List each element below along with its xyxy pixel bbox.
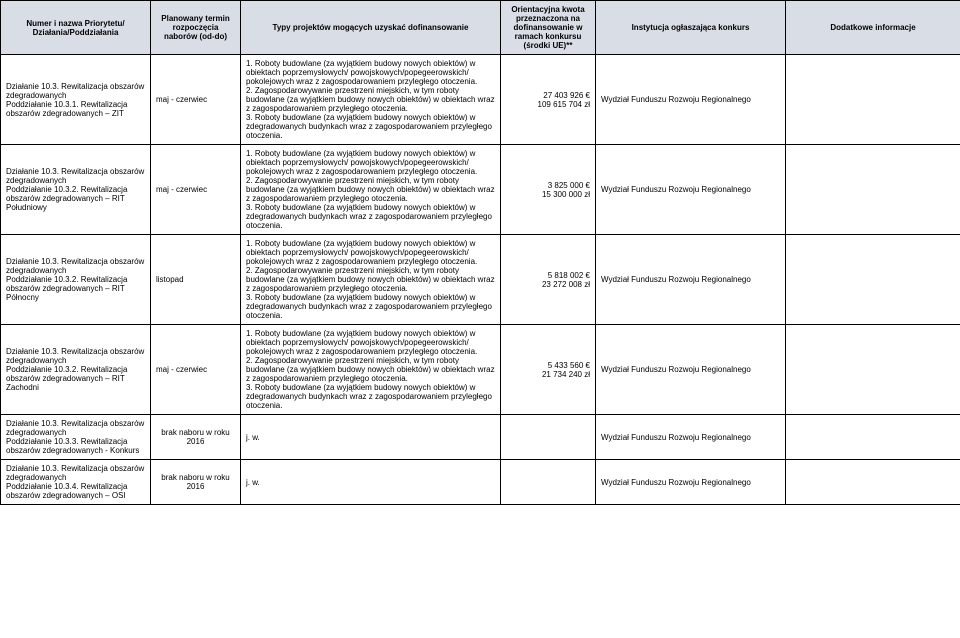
cell-inst: Wydział Funduszu Rozwoju Regionalnego: [596, 235, 786, 325]
cell-name: Działanie 10.3. Rewitalizacja obszarów z…: [1, 460, 151, 505]
cell-info: [786, 55, 960, 145]
header-typy: Typy projektów mogących uzyskać dofinans…: [241, 1, 501, 55]
cell-typy: 1. Roboty budowlane (za wyjątkiem budowy…: [241, 145, 501, 235]
cell-typy: j. w.: [241, 415, 501, 460]
cell-name: Działanie 10.3. Rewitalizacja obszarów z…: [1, 145, 151, 235]
cell-kwota: 27 403 926 € 109 615 704 zł: [501, 55, 596, 145]
cell-info: [786, 325, 960, 415]
cell-kwota: [501, 460, 596, 505]
cell-kwota: 3 825 000 € 15 300 000 zł: [501, 145, 596, 235]
header-kwota: Orientacyjna kwota przeznaczona na dofin…: [501, 1, 596, 55]
cell-term: listopad: [151, 235, 241, 325]
header-row: Numer i nazwa Priorytetu/ Działania/Podd…: [1, 1, 960, 55]
cell-inst: Wydział Funduszu Rozwoju Regionalnego: [596, 460, 786, 505]
cell-term: brak naboru w roku 2016: [151, 415, 241, 460]
cell-typy: 1. Roboty budowlane (za wyjątkiem budowy…: [241, 235, 501, 325]
cell-kwota: 5 433 560 € 21 734 240 zł: [501, 325, 596, 415]
cell-info: [786, 460, 960, 505]
cell-term: maj - czerwiec: [151, 55, 241, 145]
cell-name: Działanie 10.3. Rewitalizacja obszarów z…: [1, 55, 151, 145]
cell-term: brak naboru w roku 2016: [151, 460, 241, 505]
cell-name: Działanie 10.3. Rewitalizacja obszarów z…: [1, 235, 151, 325]
cell-info: [786, 235, 960, 325]
cell-typy: j. w.: [241, 460, 501, 505]
cell-info: [786, 415, 960, 460]
table-row: Działanie 10.3. Rewitalizacja obszarów z…: [1, 145, 960, 235]
cell-typy: 1. Roboty budowlane (za wyjątkiem budowy…: [241, 325, 501, 415]
table-row: Działanie 10.3. Rewitalizacja obszarów z…: [1, 55, 960, 145]
header-name: Numer i nazwa Priorytetu/ Działania/Podd…: [1, 1, 151, 55]
header-term: Planowany termin rozpoczęcia naborów (od…: [151, 1, 241, 55]
table-row: Działanie 10.3. Rewitalizacja obszarów z…: [1, 235, 960, 325]
cell-inst: Wydział Funduszu Rozwoju Regionalnego: [596, 415, 786, 460]
schedule-table: Numer i nazwa Priorytetu/ Działania/Podd…: [0, 0, 960, 505]
cell-info: [786, 145, 960, 235]
cell-term: maj - czerwiec: [151, 145, 241, 235]
cell-inst: Wydział Funduszu Rozwoju Regionalnego: [596, 55, 786, 145]
cell-inst: Wydział Funduszu Rozwoju Regionalnego: [596, 325, 786, 415]
cell-name: Działanie 10.3. Rewitalizacja obszarów z…: [1, 415, 151, 460]
table-row: Działanie 10.3. Rewitalizacja obszarów z…: [1, 415, 960, 460]
header-inst: Instytucja ogłaszająca konkurs: [596, 1, 786, 55]
cell-inst: Wydział Funduszu Rozwoju Regionalnego: [596, 145, 786, 235]
cell-kwota: [501, 415, 596, 460]
header-info: Dodatkowe informacje: [786, 1, 960, 55]
cell-kwota: 5 818 002 € 23 272 008 zł: [501, 235, 596, 325]
cell-name: Działanie 10.3. Rewitalizacja obszarów z…: [1, 325, 151, 415]
cell-term: maj - czerwiec: [151, 325, 241, 415]
cell-typy: 1. Roboty budowlane (za wyjątkiem budowy…: [241, 55, 501, 145]
table-row: Działanie 10.3. Rewitalizacja obszarów z…: [1, 460, 960, 505]
table-row: Działanie 10.3. Rewitalizacja obszarów z…: [1, 325, 960, 415]
